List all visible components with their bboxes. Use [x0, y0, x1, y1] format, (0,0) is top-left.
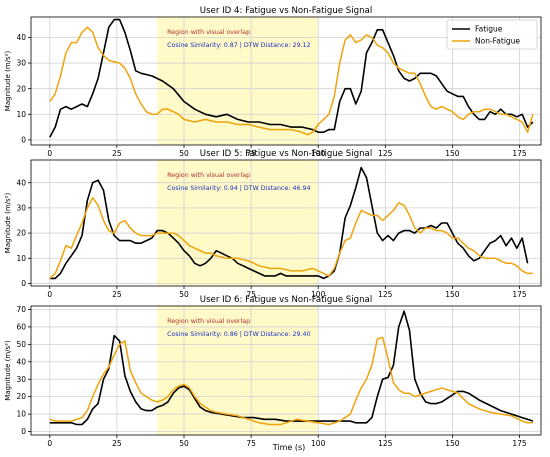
- y-tick-label: 30: [16, 203, 26, 212]
- y-tick-label: 70: [16, 305, 26, 314]
- y-tick-label: 10: [16, 110, 26, 119]
- x-axis-label: Time (s): [272, 443, 306, 452]
- y-tick-label: 30: [16, 59, 26, 68]
- x-tick-label: 25: [112, 149, 122, 158]
- x-tick-label: 125: [378, 290, 393, 299]
- annotation-metrics: Cosine Similarity: 0.94 | DTW Distance: …: [167, 185, 310, 192]
- series-line-non-fatigue: [49, 26, 534, 136]
- chart-title: User ID 5: Fatigue vs Non-Fatigue Signal: [200, 149, 372, 159]
- highlight-region: [157, 17, 319, 145]
- x-tick-label: 0: [47, 439, 52, 448]
- y-tick-label: 20: [16, 392, 26, 401]
- x-tick-label: 75: [246, 290, 256, 299]
- series-line-fatigue: [49, 18, 534, 138]
- x-tick-label: 100: [311, 290, 326, 299]
- y-tick-label: 30: [16, 375, 26, 384]
- chart-title: User ID 4: Fatigue vs Non-Fatigue Signal: [200, 6, 372, 16]
- x-tick-label: 25: [112, 290, 122, 299]
- y-tick-label: 0: [21, 427, 26, 436]
- y-tick-label: 20: [16, 84, 26, 93]
- y-tick-label: 40: [16, 33, 26, 42]
- y-tick-label: 40: [16, 178, 26, 187]
- x-tick-label: 150: [445, 439, 460, 448]
- y-tick-label: 40: [16, 357, 26, 366]
- x-tick-label: 150: [445, 149, 460, 158]
- series-line-non-fatigue: [49, 336, 533, 426]
- y-tick-label: 50: [16, 340, 26, 349]
- x-tick-label: 175: [512, 439, 527, 448]
- annotation-metrics: Cosine Similarity: 0.86 | DTW Distance: …: [167, 331, 310, 338]
- plot-frame: [30, 16, 542, 146]
- x-tick-label: 50: [179, 439, 189, 448]
- x-tick-label: 75: [246, 149, 256, 158]
- x-tick-label: 125: [378, 439, 393, 448]
- y-axis-label: Magnitude (m/s²): [4, 340, 12, 401]
- y-tick-label: 20: [16, 229, 26, 238]
- x-tick-label: 50: [179, 149, 189, 158]
- y-axis-label: Magnitude (m/s²): [4, 193, 12, 254]
- legend-label: Non-Fatigue: [475, 37, 520, 46]
- series-line-fatigue: [49, 166, 529, 280]
- series-line-non-fatigue: [49, 197, 533, 279]
- x-tick-label: 75: [246, 439, 256, 448]
- x-tick-label: 0: [47, 149, 52, 158]
- plot-frame: [30, 305, 542, 436]
- annotation-region: Region with visual overlap: [167, 172, 250, 179]
- y-tick-label: 0: [21, 279, 26, 288]
- x-tick-label: 50: [179, 290, 189, 299]
- annotation-region: Region with visual overlap: [167, 318, 250, 325]
- annotation-region: Region with visual overlap: [167, 29, 250, 36]
- y-tick-label: 60: [16, 323, 26, 332]
- x-tick-label: 150: [445, 290, 460, 299]
- x-tick-label: 125: [378, 149, 393, 158]
- x-tick-label: 175: [512, 290, 527, 299]
- y-tick-label: 10: [16, 254, 26, 263]
- x-tick-label: 175: [512, 149, 527, 158]
- x-tick-label: 25: [112, 439, 122, 448]
- y-tick-label: 10: [16, 410, 26, 419]
- y-tick-label: 0: [21, 135, 26, 144]
- annotation-metrics: Cosine Similarity: 0.87 | DTW Distance: …: [167, 42, 310, 49]
- x-tick-label: 100: [311, 149, 326, 158]
- x-tick-label: 0: [47, 290, 52, 299]
- x-tick-label: 100: [311, 439, 326, 448]
- plot-frame: [30, 159, 542, 287]
- chart-title: User ID 6: Fatigue vs Non-Fatigue Signal: [200, 295, 372, 305]
- legend-label: Fatigue: [475, 25, 503, 34]
- y-axis-label: Magnitude (m/s²): [4, 51, 12, 112]
